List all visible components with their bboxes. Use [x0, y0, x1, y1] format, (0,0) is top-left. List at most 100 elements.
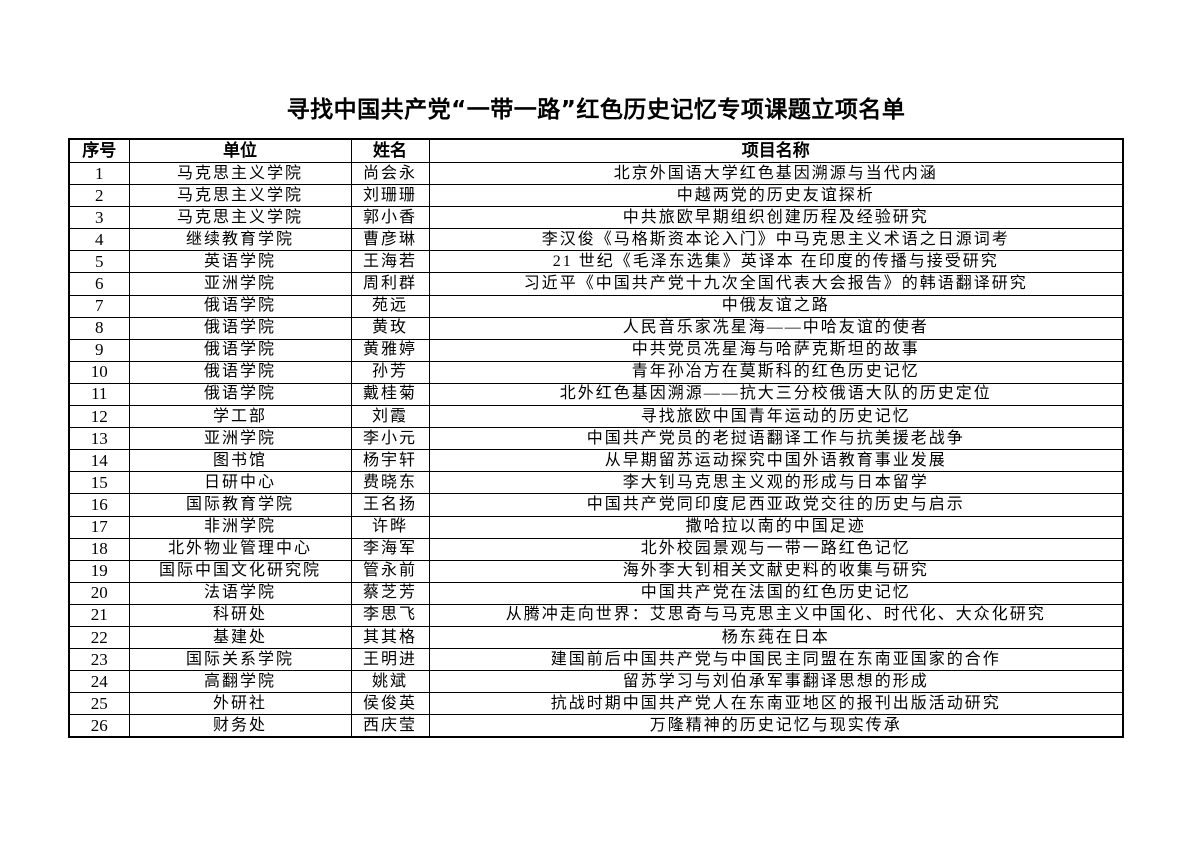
table-row: 20 法语学院 蔡芝芳 中国共产党在法国的红色历史记忆	[68, 581, 1124, 605]
table-row: 15 日研中心 费晓东 李大钊马克思主义观的形成与日本留学	[68, 471, 1124, 495]
cell-unit: 高翻学院	[128, 670, 352, 694]
table-row: 2 马克思主义学院 刘珊珊 中越两党的历史友谊探析	[68, 184, 1124, 208]
cell-unit: 财务处	[128, 714, 352, 738]
cell-name: 郭小香	[350, 206, 430, 230]
header-unit: 单位	[128, 138, 352, 163]
cell-unit: 俄语学院	[128, 338, 352, 362]
cell-project: 杨东莼在日本	[428, 625, 1124, 650]
cell-name: 王海若	[350, 250, 430, 274]
cell-name: 侯俊英	[350, 692, 430, 716]
table-row: 23 国际关系学院 王明进 建国前后中国共产党与中国民主同盟在东南亚国家的合作	[68, 648, 1124, 672]
table-row: 6 亚洲学院 周利群 习近平《中国共产党十九次全国代表大会报告》的韩语翻译研究	[68, 272, 1124, 296]
cell-index: 18	[68, 537, 130, 561]
cell-unit: 日研中心	[128, 471, 352, 495]
cell-name: 苑远	[350, 294, 430, 318]
cell-index: 9	[68, 338, 130, 362]
cell-name: 黄玫	[350, 316, 430, 340]
cell-project: 北外红色基因溯源——抗大三分校俄语大队的历史定位	[428, 382, 1124, 407]
cell-project: 北外校园景观与一带一路红色记忆	[428, 537, 1124, 561]
cell-index: 11	[68, 382, 130, 407]
cell-unit: 国际关系学院	[128, 648, 352, 672]
cell-name: 王明进	[350, 648, 430, 672]
cell-unit: 继续教育学院	[128, 228, 352, 252]
table-row: 14 图书馆 杨宇轩 从早期留苏运动探究中国外语教育事业发展	[68, 449, 1124, 473]
cell-unit: 北外物业管理中心	[128, 537, 352, 561]
header-name: 姓名	[350, 138, 430, 163]
cell-name: 杨宇轩	[350, 449, 430, 473]
cell-index: 8	[68, 316, 130, 340]
cell-unit: 基建处	[128, 625, 352, 650]
cell-index: 3	[68, 206, 130, 230]
cell-project: 中国共产党在法国的红色历史记忆	[428, 581, 1124, 605]
cell-project: 人民音乐家冼星海——中哈友谊的使者	[428, 316, 1124, 340]
cell-name: 刘珊珊	[350, 184, 430, 208]
cell-project: 海外李大钊相关文献史料的收集与研究	[428, 559, 1124, 583]
table-row: 11 俄语学院 戴桂菊 北外红色基因溯源——抗大三分校俄语大队的历史定位	[68, 382, 1124, 407]
table-row: 5 英语学院 王海若 21 世纪《毛泽东选集》英译本 在印度的传播与接受研究	[68, 250, 1124, 274]
cell-unit: 俄语学院	[128, 316, 352, 340]
cell-name: 其其格	[350, 625, 430, 650]
cell-name: 西庆莹	[350, 714, 430, 738]
cell-project: 中越两党的历史友谊探析	[428, 184, 1124, 208]
cell-name: 孙芳	[350, 360, 430, 384]
cell-unit: 外研社	[128, 692, 352, 716]
cell-index: 19	[68, 559, 130, 583]
cell-project: 撒哈拉以南的中国足迹	[428, 515, 1124, 539]
table-row: 24 高翻学院 姚斌 留苏学习与刘伯承军事翻译思想的形成	[68, 670, 1124, 694]
table-row: 4 继续教育学院 曹彦琳 李汉俊《马格斯资本论入门》中马克思主义术语之日源词考	[68, 228, 1124, 252]
cell-unit: 科研处	[128, 603, 352, 627]
table-row: 13 亚洲学院 李小元 中国共产党员的老挝语翻译工作与抗美援老战争	[68, 427, 1124, 451]
cell-unit: 非洲学院	[128, 515, 352, 539]
table-row: 25 外研社 侯俊英 抗战时期中国共产党人在东南亚地区的报刊出版活动研究	[68, 692, 1124, 716]
cell-project: 中俄友谊之路	[428, 294, 1124, 318]
cell-name: 李小元	[350, 427, 430, 451]
cell-project: 习近平《中国共产党十九次全国代表大会报告》的韩语翻译研究	[428, 272, 1124, 296]
cell-index: 23	[68, 648, 130, 672]
cell-project: 万隆精神的历史记忆与现实传承	[428, 714, 1124, 738]
header-project: 项目名称	[428, 138, 1124, 163]
table-row: 12 学工部 刘霞 寻找旅欧中国青年运动的历史记忆	[68, 405, 1124, 429]
cell-unit: 国际教育学院	[128, 493, 352, 517]
cell-index: 16	[68, 493, 130, 517]
cell-index: 2	[68, 184, 130, 208]
table-row: 17 非洲学院 许晔 撒哈拉以南的中国足迹	[68, 515, 1124, 539]
table-row: 16 国际教育学院 王名扬 中国共产党同印度尼西亚政党交往的历史与启示	[68, 493, 1124, 517]
cell-name: 刘霞	[350, 405, 430, 429]
cell-unit: 国际中国文化研究院	[128, 559, 352, 583]
table-row: 7 俄语学院 苑远 中俄友谊之路	[68, 294, 1124, 318]
cell-project: 李汉俊《马格斯资本论入门》中马克思主义术语之日源词考	[428, 228, 1124, 252]
table-row: 10 俄语学院 孙芳 青年孙冶方在莫斯科的红色历史记忆	[68, 360, 1124, 384]
cell-index: 5	[68, 250, 130, 274]
cell-project: 中共党员冼星海与哈萨克斯坦的故事	[428, 338, 1124, 362]
cell-project: 李大钊马克思主义观的形成与日本留学	[428, 471, 1124, 495]
cell-unit: 法语学院	[128, 581, 352, 605]
table-row: 19 国际中国文化研究院 管永前 海外李大钊相关文献史料的收集与研究	[68, 559, 1124, 583]
document-title: 寻找中国共产党“一带一路”红色历史记忆专项课题立项名单	[286, 97, 906, 123]
table-row: 9 俄语学院 黄雅婷 中共党员冼星海与哈萨克斯坦的故事	[68, 338, 1124, 362]
cell-unit: 马克思主义学院	[128, 184, 352, 208]
table-row: 18 北外物业管理中心 李海军 北外校园景观与一带一路红色记忆	[68, 537, 1124, 561]
cell-unit: 俄语学院	[128, 294, 352, 318]
cell-index: 20	[68, 581, 130, 605]
table-header-row: 序号 单位 姓名 项目名称	[68, 138, 1124, 163]
cell-project: 建国前后中国共产党与中国民主同盟在东南亚国家的合作	[428, 648, 1124, 672]
cell-project: 留苏学习与刘伯承军事翻译思想的形成	[428, 670, 1124, 694]
cell-project: 从腾冲走向世界：艾思奇与马克思主义中国化、时代化、大众化研究	[428, 603, 1124, 627]
cell-project: 从早期留苏运动探究中国外语教育事业发展	[428, 449, 1124, 473]
cell-project: 寻找旅欧中国青年运动的历史记忆	[428, 405, 1124, 429]
cell-name: 管永前	[350, 559, 430, 583]
cell-name: 费晓东	[350, 471, 430, 495]
cell-project: 抗战时期中国共产党人在东南亚地区的报刊出版活动研究	[428, 692, 1124, 716]
cell-index: 17	[68, 515, 130, 539]
cell-project: 中国共产党员的老挝语翻译工作与抗美援老战争	[428, 427, 1124, 451]
cell-unit: 马克思主义学院	[128, 161, 352, 186]
cell-name: 戴桂菊	[350, 382, 430, 407]
cell-index: 24	[68, 670, 130, 694]
cell-index: 6	[68, 272, 130, 296]
cell-index: 15	[68, 471, 130, 495]
table-row: 21 科研处 李思飞 从腾冲走向世界：艾思奇与马克思主义中国化、时代化、大众化研究	[68, 603, 1124, 627]
table-row: 1 马克思主义学院 尚会永 北京外国语大学红色基因溯源与当代内涵	[68, 161, 1124, 186]
cell-index: 10	[68, 360, 130, 384]
cell-project: 青年孙冶方在莫斯科的红色历史记忆	[428, 360, 1124, 384]
cell-project: 中国共产党同印度尼西亚政党交往的历史与启示	[428, 493, 1124, 517]
